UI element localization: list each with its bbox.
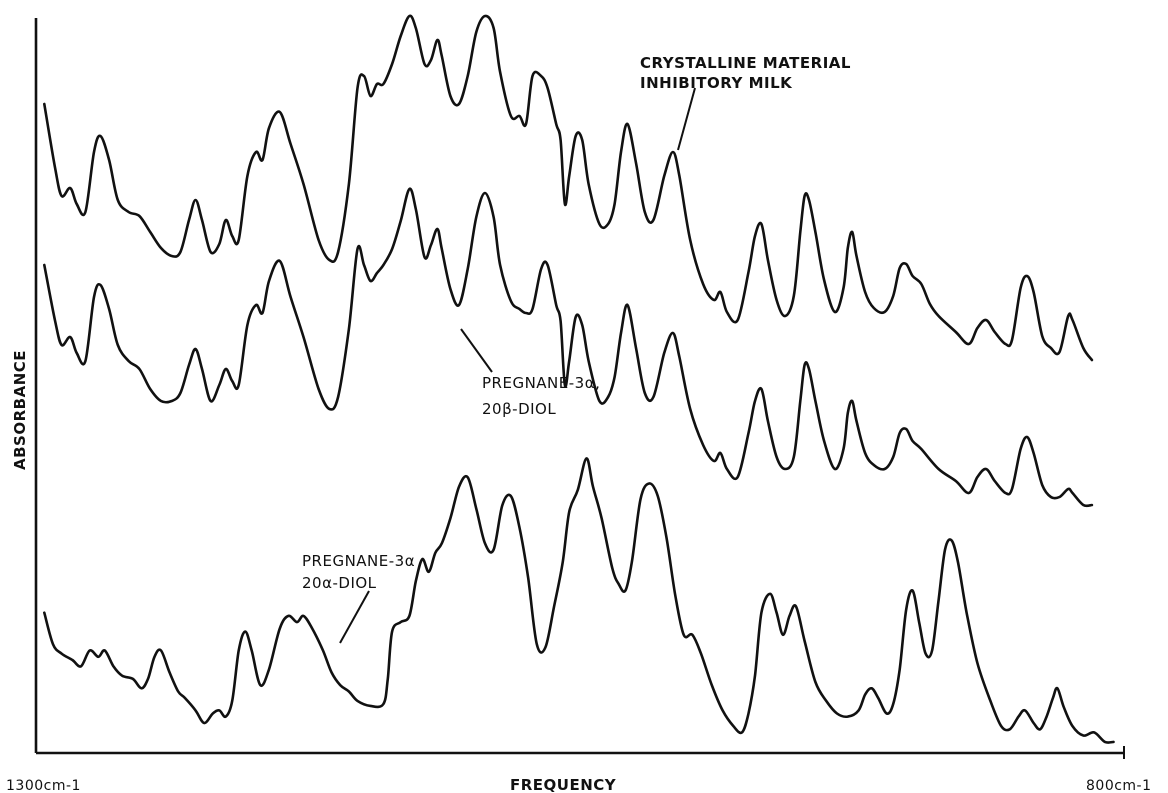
x-tick-label-1300: 1300cm-1 bbox=[6, 778, 81, 793]
label-crystalline-line2: INHIBITORY MILK bbox=[640, 74, 793, 92]
trace-pregnane-20alpha-diol bbox=[43, 457, 1115, 744]
label-20beta-line1: PREGNANE-3α, bbox=[482, 374, 600, 392]
series-layer bbox=[43, 14, 1115, 744]
leader-20alpha bbox=[339, 590, 370, 644]
label-20alpha-line2: 20α-DIOL bbox=[302, 574, 377, 592]
trace-crystalline-material bbox=[43, 14, 1094, 362]
label-20alpha-line1: PREGNANE-3α bbox=[302, 552, 415, 570]
axes bbox=[34, 18, 1125, 759]
leader-crystalline bbox=[677, 87, 696, 151]
y-axis-title: ABSORBANCE bbox=[11, 350, 29, 470]
annotation-leaders bbox=[339, 87, 696, 644]
trace-pregnane-20beta-diol bbox=[43, 187, 1094, 508]
leader-20beta bbox=[460, 328, 493, 373]
x-tick-label-800: 800cm-1 bbox=[1086, 778, 1152, 793]
label-crystalline-line1: CRYSTALLINE MATERIAL bbox=[640, 54, 851, 72]
label-20beta-line2: 20β-DIOL bbox=[482, 400, 556, 418]
x-axis-title: FREQUENCY bbox=[510, 776, 617, 793]
